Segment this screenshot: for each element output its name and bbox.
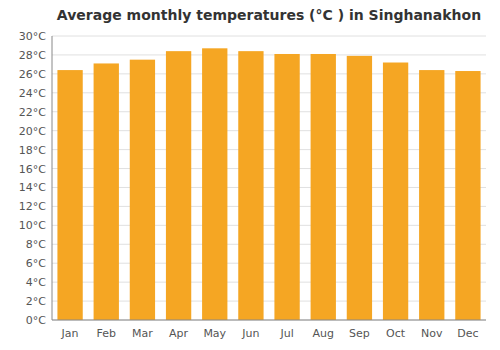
y-tick-label: 20°C <box>19 125 46 138</box>
bar <box>94 63 119 320</box>
y-axis: 0°C 2°C 4°C 6°C 8°C 10°C 12°C 14°C 16°C 18°C 20°C 2… <box>19 30 486 327</box>
bar <box>238 51 263 320</box>
y-tick-label: 8°C <box>26 238 46 251</box>
page: {"chart_data": {"type": "bar", "title": … <box>0 0 500 350</box>
bar <box>130 60 155 320</box>
bar <box>274 54 299 320</box>
y-tick-label: 12°C <box>19 200 46 213</box>
y-tick-label: 26°C <box>19 68 46 81</box>
x-tick-label: Oct <box>386 327 406 340</box>
title: Average monthly temperatures (°C ) in Si… <box>57 7 481 23</box>
y-tick-label: 30°C <box>19 30 46 43</box>
x-tick-label: Apr <box>169 327 189 340</box>
bar <box>419 70 444 320</box>
y-tick-label: 24°C <box>19 87 46 100</box>
y-tick-label: 4°C <box>26 276 46 289</box>
x-tick-label: Jul <box>279 327 293 340</box>
x-tick-label: May <box>203 327 226 340</box>
x-axis-line <box>52 320 486 321</box>
y-tick-label: 0°C <box>26 314 46 327</box>
x-tick-label: Feb <box>97 327 116 340</box>
y-axis-line <box>52 36 53 320</box>
x-tick-label: Sep <box>349 327 370 340</box>
y-tick-label: 2°C <box>26 295 46 308</box>
grid-line <box>52 54 486 55</box>
y-tick-label: 18°C <box>19 144 46 157</box>
x-tick-label: Jun <box>241 327 259 340</box>
bar <box>311 54 336 320</box>
y-tick-label: 16°C <box>19 163 46 176</box>
y-tick-label: 10°C <box>19 219 46 232</box>
y-tick-label: 22°C <box>19 106 46 119</box>
bar <box>383 63 408 320</box>
y-tick-label: 28°C <box>19 49 46 62</box>
bars <box>57 48 480 320</box>
grid-line <box>52 320 486 321</box>
bar <box>202 48 227 320</box>
y-tick-label: 6°C <box>26 257 46 270</box>
x-tick-label: Jan <box>61 327 79 340</box>
bar <box>166 51 191 320</box>
bar <box>347 56 372 320</box>
x-tick-label: Aug <box>313 327 334 340</box>
chart: Average monthly temperatures (°C ) in Si… <box>0 0 500 350</box>
grid-line <box>52 36 486 37</box>
bar <box>57 70 82 320</box>
bar <box>455 71 480 320</box>
y-tick-label: 14°C <box>19 181 46 194</box>
x-tick-label: Dec <box>457 327 478 340</box>
x-axis: Jan Feb Mar Apr May Jun Jul Aug Sep Oct Nov Dec <box>61 327 479 340</box>
x-tick-label: Mar <box>132 327 153 340</box>
x-tick-label: Nov <box>421 327 443 340</box>
